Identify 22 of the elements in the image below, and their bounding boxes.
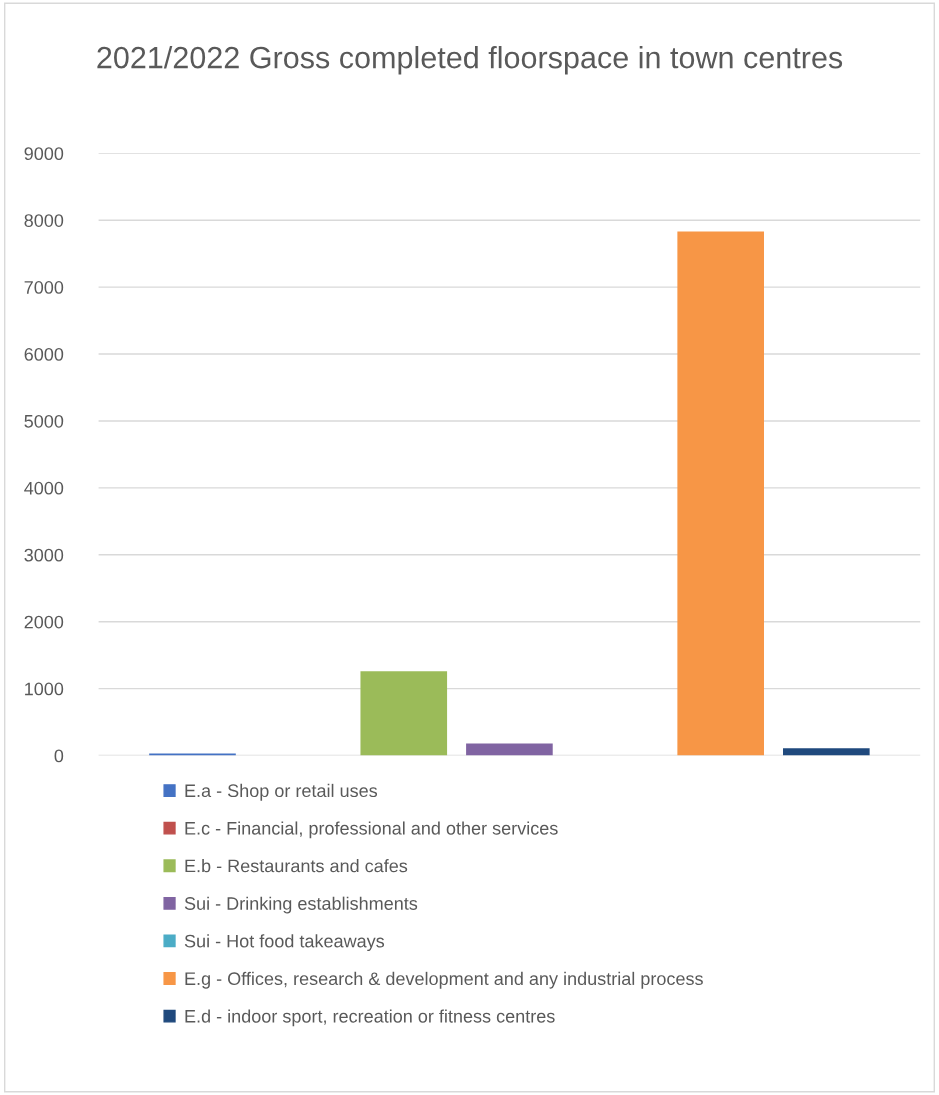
y-tick-label: 3000 (24, 548, 64, 562)
y-tick-label: 5000 (24, 414, 64, 428)
y-tick-label: 0 (54, 749, 64, 763)
legend-label: Sui - Drinking establishments (184, 896, 418, 914)
y-tick-label: 4000 (24, 481, 64, 495)
legend-label: E.g - Offices, research & development and any industrial process (185, 971, 703, 989)
chart-title: 2021/2022 Gross completed floorspace in town centres (97, 45, 843, 75)
y-tick-label: 8000 (24, 214, 64, 227)
bar (783, 748, 870, 756)
y-tick-label: 1000 (25, 682, 64, 696)
bar (360, 671, 448, 756)
legend-label: E.c - Financial, professional and other services (185, 821, 558, 839)
legend-label: E.d - indoor sport, recreation or fitness centres (185, 1009, 555, 1027)
y-tick-label: 7000 (24, 281, 64, 294)
y-tick-label: 6000 (24, 347, 64, 361)
y-tick-label: 9000 (24, 147, 64, 161)
legend-label: E.b - Restaurants and cafes (185, 859, 408, 873)
bar (677, 231, 764, 756)
legend-label: E.a - Shop or retail uses (185, 783, 378, 801)
y-tick-label: 2000 (24, 615, 64, 629)
bar (466, 743, 553, 756)
legend-label: Sui - Hot food takeaways (184, 934, 385, 952)
